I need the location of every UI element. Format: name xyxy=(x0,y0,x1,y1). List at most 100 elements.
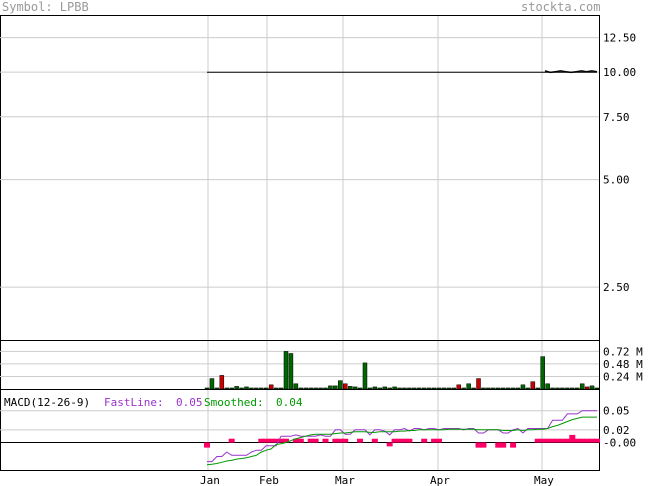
macd-histogram-bar xyxy=(337,438,344,443)
macd-histogram-bar xyxy=(322,438,329,443)
volume-bar xyxy=(486,387,491,390)
price-tick-label: 12.50 xyxy=(603,32,636,45)
macd-histogram-bar xyxy=(421,438,428,443)
macd-histogram-bar xyxy=(297,438,304,443)
x-tick-label: Apr xyxy=(430,474,450,486)
volume-bar xyxy=(471,387,476,390)
volume-bar xyxy=(229,387,234,390)
volume-bar xyxy=(535,387,541,390)
macd-histogram-bar xyxy=(579,438,586,443)
volume-bar xyxy=(352,386,358,390)
macd-histogram-bar xyxy=(559,438,566,443)
volume-bar xyxy=(268,384,274,390)
macd-histogram-bar xyxy=(401,438,408,443)
macd-histogram-bar xyxy=(584,438,591,443)
price-tail-line xyxy=(544,70,598,74)
volume-bar xyxy=(555,387,560,390)
macd-histogram-bar xyxy=(475,442,482,448)
volume-bar xyxy=(550,387,555,390)
volume-bar xyxy=(249,387,254,390)
volume-bar xyxy=(372,386,378,390)
volume-bar xyxy=(219,375,225,390)
x-axis: Jan Feb Mar Apr May xyxy=(200,474,554,486)
macd-smoothed-line xyxy=(206,416,597,466)
macd-tick-label: 0.05 xyxy=(603,405,630,418)
x-tick-label: Mar xyxy=(335,474,355,486)
volume-bar xyxy=(273,387,279,390)
volume-bar xyxy=(377,387,383,390)
volume-bar xyxy=(347,386,353,390)
macd-histogram-bar xyxy=(564,438,571,443)
macd-histogram-bar xyxy=(386,442,393,447)
volume-bar xyxy=(338,380,343,390)
macd-legend: MACD(12-26-9) FastLine: 0.05 Smoothed: 0… xyxy=(4,396,303,409)
macd-histogram-bar xyxy=(396,438,403,443)
macd-histogram-bar xyxy=(574,438,581,443)
macd-histogram-bar xyxy=(406,438,413,443)
volume-bar xyxy=(421,387,427,390)
volume-bar xyxy=(387,387,392,390)
volume-tick-label: 0.48 M xyxy=(603,358,643,371)
site-link[interactable]: stockta.com xyxy=(521,0,601,14)
volume-bar xyxy=(209,378,215,390)
macd-histogram-bar xyxy=(554,438,561,443)
volume-bar xyxy=(510,387,516,390)
volume-bar xyxy=(570,387,575,390)
volume-bar xyxy=(293,383,299,390)
volume-bar xyxy=(239,387,244,390)
volume-bar xyxy=(367,387,373,390)
volume-bar xyxy=(412,387,417,390)
macd-histogram-bar xyxy=(589,438,596,443)
volume-bar xyxy=(254,387,259,390)
volume-bar xyxy=(323,387,328,390)
volume-bar xyxy=(431,387,437,390)
volume-bar xyxy=(402,387,407,390)
volume-bar xyxy=(560,387,565,390)
macd-histogram-bar xyxy=(594,438,600,443)
volume-bar xyxy=(318,387,323,390)
volume-bar xyxy=(328,385,333,390)
volume-bar xyxy=(515,387,521,390)
volume-bar xyxy=(298,387,304,390)
volume-bar xyxy=(342,383,348,390)
macd-tick-label: -0.00 xyxy=(603,437,636,450)
volume-bar xyxy=(461,387,466,390)
volume-bar xyxy=(520,384,526,390)
macd-histogram-bar xyxy=(480,442,487,448)
macd-histogram-bar xyxy=(204,442,210,448)
price-tick-label: 10.00 xyxy=(603,66,636,79)
volume-bar xyxy=(481,387,486,390)
volume-bar xyxy=(584,386,590,390)
volume-bar xyxy=(530,381,536,390)
macd-histogram-bar xyxy=(431,438,438,443)
volume-bar xyxy=(362,362,368,390)
volume-bar xyxy=(446,387,452,390)
smoothed-label: Smoothed: xyxy=(204,396,264,409)
macd-histogram-bar xyxy=(228,438,235,443)
price-tick-label: 5.00 xyxy=(603,174,630,187)
smoothed-value: 0.04 xyxy=(276,396,303,409)
macd-tick-label: 0.02 xyxy=(603,424,630,437)
volume-bar xyxy=(525,387,531,390)
volume-bar xyxy=(575,387,580,390)
macd-histogram-bar xyxy=(342,438,349,443)
volume-bar xyxy=(594,387,600,390)
volume-bar xyxy=(313,387,318,390)
volume-bar xyxy=(505,387,511,390)
macd-title: MACD(12-26-9) xyxy=(4,396,90,409)
volume-bar xyxy=(357,387,363,390)
volume-bar xyxy=(540,356,545,390)
volume-bar xyxy=(333,385,338,390)
macd-histogram-bar xyxy=(544,438,551,443)
fastline-value: 0.05 xyxy=(176,396,203,409)
volume-bar xyxy=(441,387,447,390)
x-tick-label: May xyxy=(534,474,554,486)
volume-bar xyxy=(589,385,595,390)
volume-bar xyxy=(303,387,308,390)
volume-bar xyxy=(392,386,397,390)
macd-histogram-bar xyxy=(312,438,319,443)
volume-bar xyxy=(397,387,402,390)
price-tick-label: 7.50 xyxy=(603,111,630,124)
macd-histogram-bar xyxy=(391,438,398,443)
